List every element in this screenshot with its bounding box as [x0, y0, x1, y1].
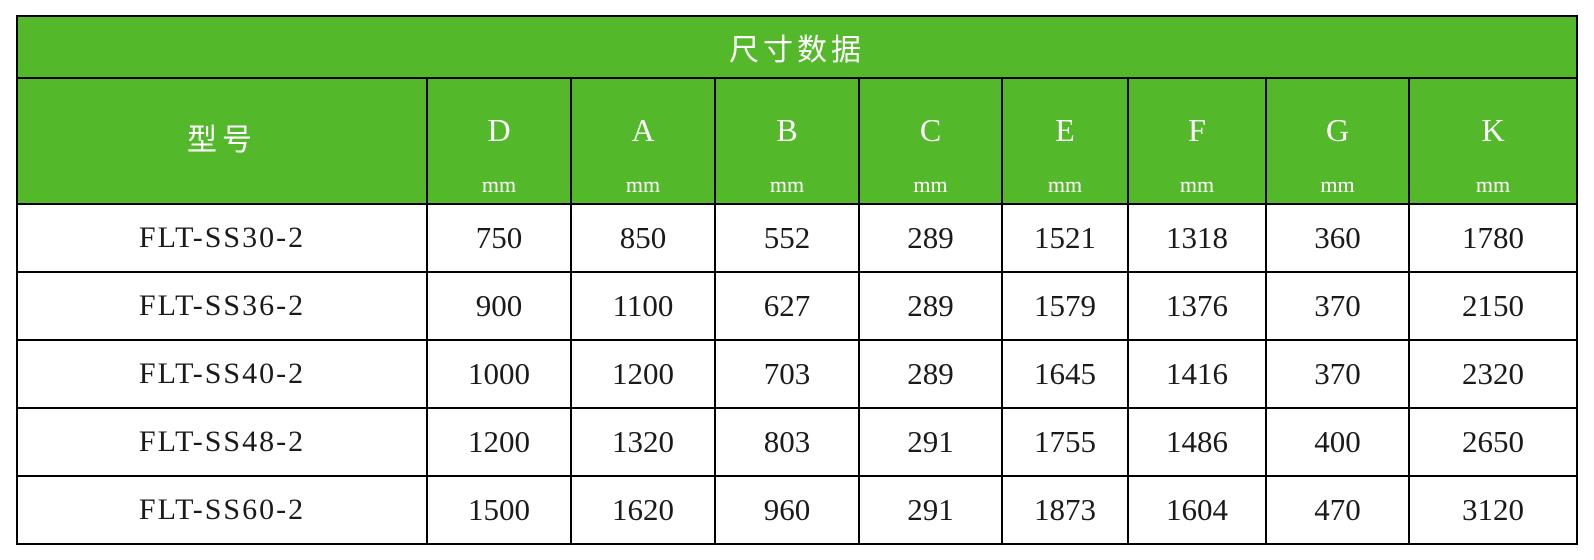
cell-f: 1486 [1127, 407, 1267, 477]
cell-d: 1200 [426, 407, 572, 477]
column-header-unit: mm [1047, 172, 1083, 197]
cell-g: 370 [1265, 271, 1410, 341]
table-row: FLT-SS36-2 900 1100 627 289 1579 1376 370 2150 [16, 271, 1579, 341]
table-row: FLT-SS30-2 750 850 552 289 1521 1318 360 1780 [16, 203, 1579, 273]
table-row: FLT-SS60-2 1500 1620 960 291 1873 1604 470 3120 [16, 475, 1579, 545]
cell-f: 1318 [1127, 203, 1267, 273]
column-header-model: 型号 [16, 77, 428, 205]
column-header-label: A [631, 112, 655, 148]
table-title-row: 尺寸数据 [15, 15, 1579, 79]
cell-c: 289 [858, 339, 1003, 409]
column-header-label: G [1325, 112, 1350, 148]
column-header-unit: mm [1179, 172, 1215, 197]
cell-a: 850 [570, 203, 716, 273]
column-header-unit: mm [913, 172, 948, 197]
cell-d: 750 [426, 203, 572, 273]
cell-model: FLT-SS30-2 [16, 203, 428, 273]
table-row: FLT-SS40-2 1000 1200 703 289 1645 1416 370 2320 [16, 339, 1579, 409]
cell-c: 289 [858, 271, 1003, 341]
cell-b: 552 [714, 203, 860, 273]
cell-a: 1200 [570, 339, 716, 409]
cell-f: 1604 [1127, 475, 1267, 545]
cell-d: 1000 [426, 339, 572, 409]
column-header-unit: mm [769, 172, 805, 197]
cell-a: 1320 [570, 407, 716, 477]
cell-k: 1780 [1407, 203, 1579, 273]
cell-b: 960 [714, 475, 860, 545]
table-row: FLT-SS48-2 1200 1320 803 291 1755 1486 400 2650 [16, 407, 1579, 477]
cell-g: 370 [1265, 339, 1410, 409]
cell-e: 1873 [1001, 475, 1129, 545]
column-header-unit: mm [1320, 172, 1355, 197]
cell-e: 1579 [1001, 271, 1129, 341]
cell-d: 900 [426, 271, 572, 341]
cell-e: 1645 [1001, 339, 1129, 409]
column-header-label: F [1188, 112, 1206, 148]
cell-k: 3120 [1407, 475, 1579, 545]
column-header-unit: mm [625, 172, 661, 197]
cell-a: 1620 [570, 475, 716, 545]
column-header-unit: mm [481, 172, 517, 197]
cell-c: 289 [858, 203, 1003, 273]
cell-e: 1521 [1001, 203, 1129, 273]
column-header-label: C [919, 112, 942, 148]
cell-k: 2320 [1407, 339, 1579, 409]
cell-model: FLT-SS36-2 [16, 271, 428, 341]
cell-model: FLT-SS48-2 [16, 407, 428, 477]
cell-model: FLT-SS60-2 [16, 475, 428, 545]
column-header-label: 型号 [187, 124, 257, 157]
cell-f: 1416 [1127, 339, 1267, 409]
cell-k: 2150 [1407, 271, 1579, 341]
cell-g: 470 [1265, 475, 1410, 545]
cell-b: 627 [714, 271, 860, 341]
column-header-label: B [776, 112, 798, 148]
column-header-label: K [1481, 112, 1505, 148]
cell-a: 1100 [570, 271, 716, 341]
table-title: 尺寸数据 [15, 15, 1579, 79]
cell-k: 2650 [1407, 407, 1579, 477]
cell-b: 703 [714, 339, 860, 409]
cell-c: 291 [858, 407, 1003, 477]
cell-f: 1376 [1127, 271, 1267, 341]
cell-g: 400 [1265, 407, 1410, 477]
cell-d: 1500 [426, 475, 572, 545]
cell-c: 291 [858, 475, 1003, 545]
cell-b: 803 [714, 407, 860, 477]
cell-model: FLT-SS40-2 [16, 339, 428, 409]
column-header-label: E [1055, 112, 1075, 148]
cell-g: 360 [1265, 203, 1410, 273]
cell-e: 1755 [1001, 407, 1129, 477]
column-header-unit: mm [1475, 172, 1511, 197]
column-header-label: D [487, 112, 511, 148]
